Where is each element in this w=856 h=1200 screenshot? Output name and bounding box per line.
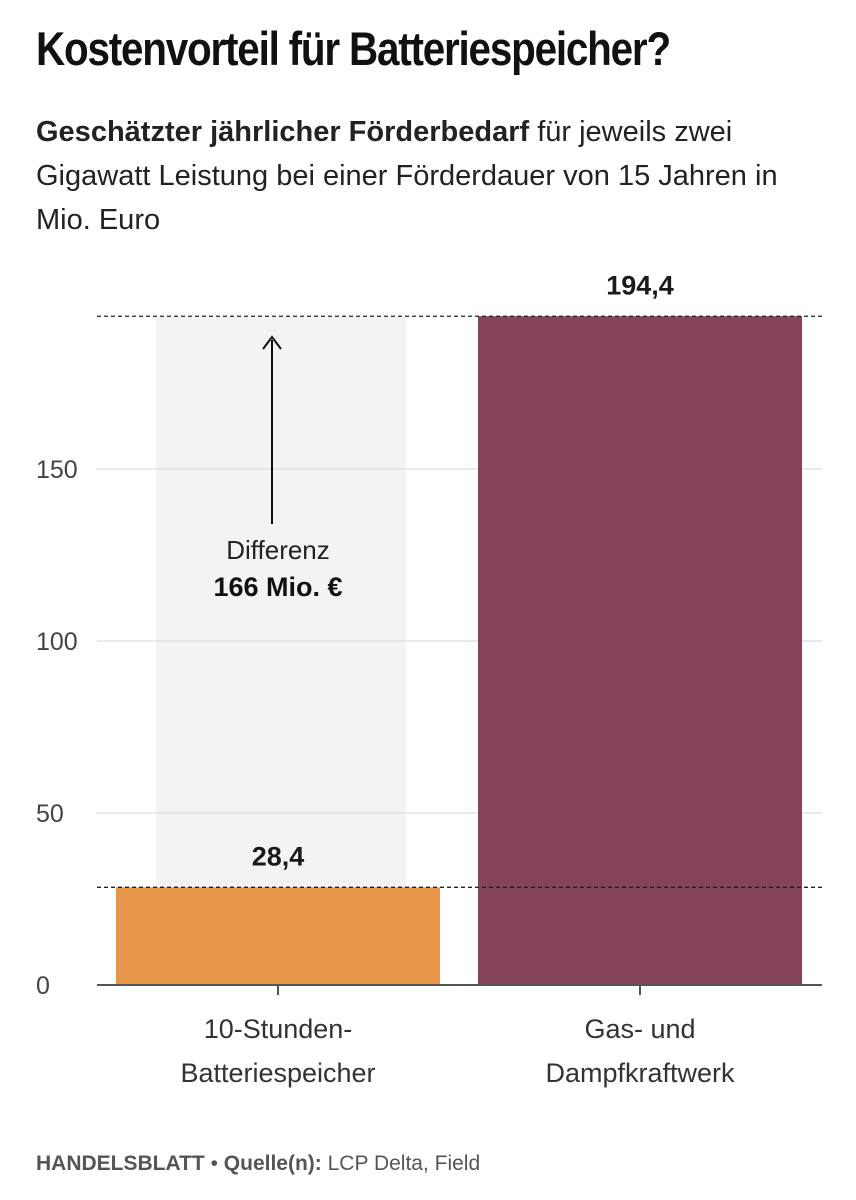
value-label-1: 194,4: [606, 270, 674, 300]
footer-source: HANDELSBLATT • Quelle(n): LCP Delta, Fie…: [36, 1152, 480, 1176]
value-label-0: 28,4: [252, 841, 305, 871]
difference-band: [156, 316, 406, 888]
difference-value: 166 Mio. €: [213, 572, 342, 602]
chart-title: Kostenvorteil für Batteriespeicher?: [36, 22, 671, 75]
footer-source-label: Quelle(n):: [223, 1152, 322, 1175]
category-label-0-line-1: Batteriespeicher: [180, 1058, 375, 1088]
category-label-0-line-0: 10-Stunden-: [204, 1014, 353, 1044]
chart-subtitle: Geschätzter jährlicher Förderbedarf für …: [36, 110, 826, 242]
difference-label: Differenz: [226, 535, 330, 565]
bar-0: [116, 887, 440, 985]
subtitle-rest: für jeweils zwei Gigawatt Leistung bei e…: [36, 116, 778, 236]
subtitle-bold: Geschätzter jährlicher Förderbedarf: [36, 116, 530, 148]
footer-publisher: HANDELSBLATT: [36, 1152, 205, 1175]
y-tick-label-150: 150: [36, 456, 78, 484]
footer-source-value: LCP Delta, Field: [321, 1152, 481, 1175]
y-tick-label-50: 50: [36, 800, 64, 828]
footer-separator: •: [204, 1152, 224, 1175]
bar-chart: 0 50 100 150 28,4 194,4 10-Stunden- Batteriespe…: [36, 270, 822, 1088]
category-label-1-line-0: Gas- und: [584, 1014, 695, 1044]
category-label-1-line-1: Dampfkraftwerk: [545, 1058, 735, 1088]
difference-arrow-head: [262, 335, 282, 350]
y-tick-label-100: 100: [36, 628, 78, 656]
bar-1: [478, 316, 802, 985]
y-tick-label-0: 0: [36, 972, 50, 1000]
